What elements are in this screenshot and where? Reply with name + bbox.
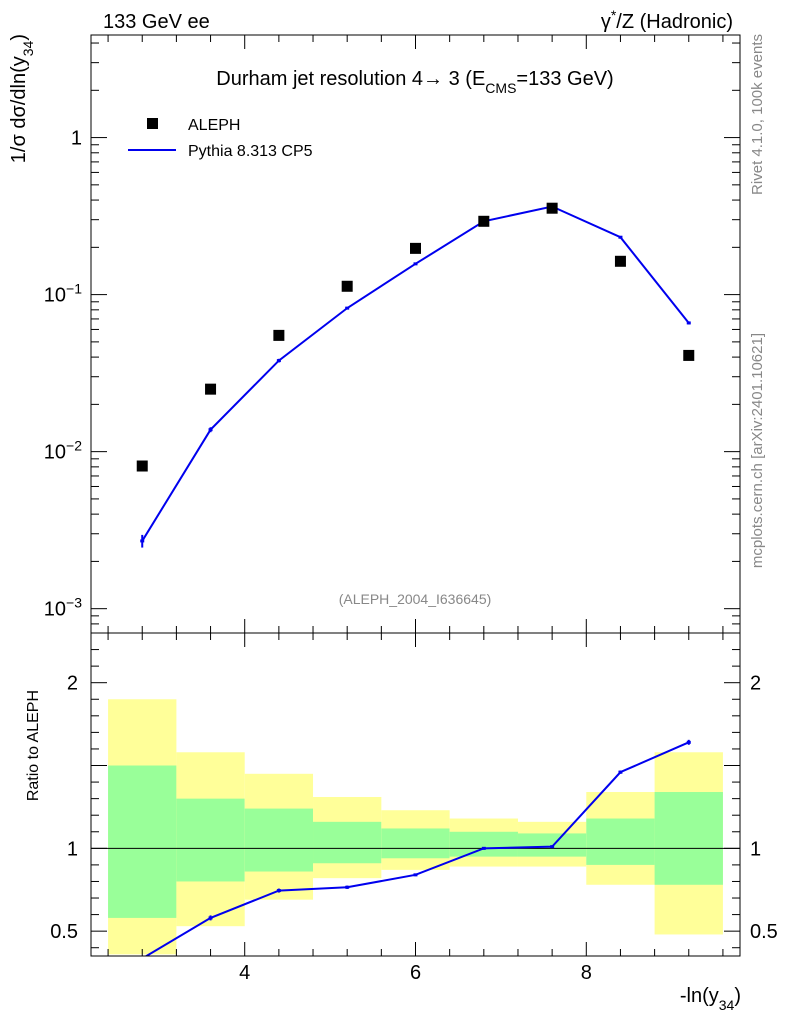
main-y-axis-title: 1/σ dσ/dln(y34): [8, 34, 36, 163]
analysis-id: (ALEPH_2004_I636645): [339, 591, 492, 607]
aleph-point: [614, 255, 626, 267]
pythia-point: [140, 539, 145, 543]
main-y-tick-label: 10−3: [44, 595, 82, 621]
ratio-point: [413, 873, 418, 877]
legend-marker-aleph: [147, 118, 158, 129]
aleph-point: [341, 280, 353, 292]
ratio-y-tick-label-left: 1: [67, 838, 78, 860]
ratio-band-inner: [517, 833, 587, 857]
ratio-band-inner: [381, 828, 450, 859]
main-y-tick-label: 10−1: [44, 281, 82, 307]
aleph-point: [136, 460, 148, 472]
ratio-band-inner: [244, 808, 314, 872]
x-tick-label: 4: [239, 962, 250, 984]
ratio-y-tick-label-right: 2: [750, 673, 761, 695]
main-y-tick-label: 10−2: [44, 438, 82, 464]
x-tick-label: 6: [410, 962, 421, 984]
aleph-point: [273, 329, 285, 341]
ratio-y-tick-labels: 0.5 0.5 1 1 2 2: [50, 673, 778, 943]
chart-title: Durham jet resolution 4→ 3 (ECMS=133 GeV…: [216, 68, 613, 96]
ratio-y-tick-label-left: 0.5: [50, 921, 78, 943]
ratio-band-inner: [108, 765, 177, 918]
legend-label-aleph: ALEPH: [188, 117, 240, 134]
axis-ticks: [91, 35, 740, 956]
ratio-point: [481, 846, 486, 850]
energy-label: 133 GeV ee: [103, 11, 210, 33]
aleph-point: [478, 215, 490, 227]
main-y-tick-label: 1: [71, 128, 82, 150]
pythia-series-line: [141, 205, 690, 542]
ratio-y-tick-label-left: 2: [67, 673, 78, 695]
ratio-point: [686, 740, 691, 744]
main-plot-layer: [136, 202, 695, 548]
mcplots-label: mcplots.cern.ch [arXiv:2401.10621]: [749, 333, 766, 568]
process-label: γ*/Z (Hadronic): [601, 7, 733, 33]
ratio-band-inner: [654, 792, 723, 885]
ratio-plot-layer: [140, 739, 691, 960]
ratio-point: [618, 770, 623, 774]
pythia-point: [345, 306, 350, 310]
aleph-point: [205, 383, 217, 395]
x-axis-title: -ln(y34): [680, 985, 741, 1013]
ratio-point: [140, 957, 144, 960]
ratio-y-axis-title: Ratio to ALEPH: [25, 690, 42, 801]
pythia-point: [618, 235, 623, 239]
aleph-point: [410, 242, 421, 254]
ratio-band-inner: [449, 831, 518, 857]
pythia-point: [276, 359, 281, 363]
main-y-tick-labels: 10−3 10−2 10−1 1: [44, 128, 82, 621]
pythia-point: [413, 262, 418, 266]
ratio-point: [208, 916, 213, 920]
ratio-point: [550, 845, 555, 849]
ratio-y-tick-label-right: 0.5: [750, 921, 778, 943]
rivet-label: Rivet 4.1.0, 100k events: [749, 34, 766, 195]
aleph-point: [683, 349, 695, 361]
legend-label-pythia: Pythia 8.313 CP5: [188, 143, 313, 160]
x-tick-label: 8: [581, 962, 592, 984]
pythia-point: [686, 321, 691, 325]
ratio-band-inner: [313, 821, 382, 864]
ratio-point: [345, 885, 350, 889]
x-tick-labels: 4 6 8: [239, 962, 592, 984]
aleph-point: [546, 202, 558, 214]
ratio-point: [276, 889, 281, 893]
ratio-band-inner: [176, 798, 245, 882]
pythia-point: [208, 428, 213, 432]
ratio-band-inner: [586, 818, 655, 865]
ratio-y-tick-label-right: 1: [750, 838, 761, 860]
ratio-bands: [91, 699, 740, 955]
legend: ALEPH Pythia 8.313 CP5: [128, 117, 313, 160]
